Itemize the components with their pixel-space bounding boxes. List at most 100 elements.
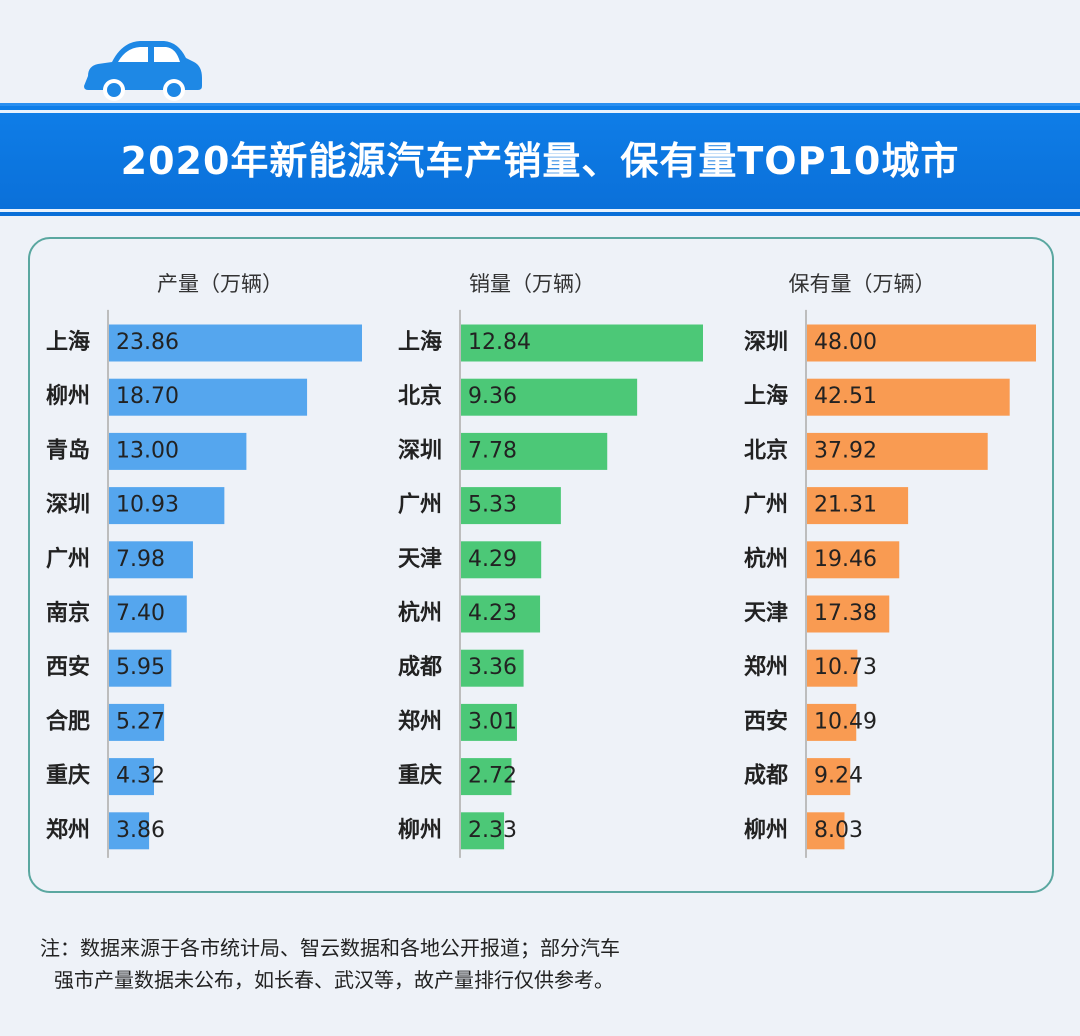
- production-bar: [108, 703, 165, 741]
- production-value-label: 7.40: [116, 601, 165, 626]
- ownership-bar: [806, 378, 1010, 416]
- sales-value-label: 2.33: [468, 818, 517, 843]
- ownership-value-label: 17.38: [814, 601, 877, 626]
- ownership-bar: [806, 758, 851, 796]
- production-value-label: 5.27: [116, 709, 165, 734]
- sales-value-label: 12.84: [468, 330, 531, 355]
- sales-category-label: 广州: [398, 492, 442, 518]
- sales-category-label: 重庆: [398, 763, 442, 789]
- ownership-category-label: 柳州: [744, 817, 788, 843]
- footnote-line-1: 注：数据来源于各市统计局、智云数据和各地公开报道；部分汽车: [40, 936, 620, 960]
- sales-bar: [460, 649, 524, 687]
- production-value-label: 7.98: [116, 547, 165, 572]
- sales-value-label: 2.72: [468, 764, 517, 789]
- production-bar: [108, 378, 308, 416]
- production-bar: [108, 812, 150, 850]
- page-title: 2020年新能源汽车产销量、保有量TOP10城市: [120, 139, 960, 183]
- production-category-label: 重庆: [46, 763, 90, 789]
- sales-category-label: 柳州: [398, 817, 442, 843]
- ownership-value-label: 21.31: [814, 493, 877, 518]
- sales-category-label: 上海: [398, 329, 442, 355]
- sales-value-label: 5.33: [468, 493, 517, 518]
- ownership-category-label: 郑州: [744, 655, 788, 680]
- ownership-category-label: 上海: [744, 383, 788, 409]
- sales-value-label: 3.01: [468, 709, 517, 734]
- sales-value-label: 7.78: [468, 438, 517, 463]
- sales-value-label: 9.36: [468, 384, 517, 409]
- production-category-label: 上海: [46, 329, 90, 355]
- ownership-bar: [806, 812, 845, 850]
- ownership-value-label: 10.49: [814, 709, 877, 734]
- ownership-value-label: 8.03: [814, 818, 863, 843]
- production-value-label: 4.32: [116, 764, 165, 789]
- sales-bar: [460, 541, 542, 579]
- sales-chart-title: 销量（万辆）: [469, 272, 595, 296]
- title-banner: 2020年新能源汽车产销量、保有量TOP10城市: [0, 103, 1080, 216]
- production-bar: [108, 758, 154, 796]
- production-value-label: 10.93: [116, 493, 179, 518]
- ownership-category-label: 北京: [744, 437, 788, 463]
- sales-bar: [460, 324, 703, 362]
- production-value-label: 5.95: [116, 655, 165, 680]
- sales-bar: [460, 432, 608, 470]
- sales-bar: [460, 595, 541, 633]
- ownership-bar: [806, 324, 1036, 362]
- production-chart-title: 产量（万辆）: [157, 272, 283, 296]
- ownership-value-label: 19.46: [814, 547, 877, 572]
- production-category-label: 西安: [46, 654, 90, 680]
- footnote-line-2: 强市产量数据未公布，如长春、武汉等，故产量排行仅供参考。: [54, 968, 614, 992]
- ownership-value-label: 10.73: [814, 655, 877, 680]
- production-bar: [108, 541, 193, 579]
- production-bar: [108, 324, 362, 362]
- production-category-label: 柳州: [46, 383, 90, 409]
- production-category-label: 郑州: [46, 818, 90, 843]
- sales-category-label: 天津: [398, 546, 442, 572]
- footnote: 注：数据来源于各市统计局、智云数据和各地公开报道；部分汽车 强市产量数据未公布，…: [40, 932, 1040, 996]
- production-category-label: 广州: [46, 546, 90, 572]
- sales-category-label: 郑州: [398, 709, 442, 734]
- production-value-label: 23.86: [116, 330, 179, 355]
- production-category-label: 合肥: [46, 708, 90, 734]
- ownership-value-label: 48.00: [814, 330, 877, 355]
- ownership-bar: [806, 649, 858, 687]
- ownership-chart-title: 保有量（万辆）: [789, 272, 936, 296]
- ownership-category-label: 杭州: [744, 546, 788, 572]
- ownership-bar: [806, 595, 890, 633]
- sales-bar: [460, 812, 505, 850]
- ownership-category-label: 深圳: [744, 330, 788, 355]
- production-category-label: 深圳: [46, 493, 90, 518]
- sales-bar: [460, 758, 512, 796]
- ownership-bar: [806, 541, 900, 579]
- ownership-value-label: 42.51: [814, 384, 877, 409]
- sales-category-label: 北京: [398, 383, 442, 409]
- ownership-bar: [806, 487, 909, 525]
- production-bar: [108, 595, 187, 633]
- ownership-bar: [806, 703, 857, 741]
- ownership-category-label: 成都: [744, 764, 788, 789]
- production-value-label: 13.00: [116, 438, 179, 463]
- sales-value-label: 4.29: [468, 547, 517, 572]
- sales-category-label: 成都: [398, 655, 442, 680]
- ownership-category-label: 天津: [744, 600, 788, 626]
- ownership-category-label: 西安: [744, 708, 788, 734]
- production-value-label: 18.70: [116, 384, 179, 409]
- ownership-bar: [806, 432, 988, 470]
- production-category-label: 南京: [46, 600, 90, 626]
- production-category-label: 青岛: [46, 437, 90, 463]
- car-icon: [84, 41, 202, 101]
- ownership-category-label: 广州: [744, 492, 788, 518]
- sales-bar: [460, 487, 561, 525]
- sales-bar: [460, 378, 638, 416]
- sales-value-label: 3.36: [468, 655, 517, 680]
- sales-bar: [460, 703, 517, 741]
- sales-category-label: 深圳: [398, 438, 442, 463]
- production-bar: [108, 487, 225, 525]
- ownership-value-label: 9.24: [814, 764, 863, 789]
- sales-category-label: 杭州: [398, 600, 442, 626]
- ownership-value-label: 37.92: [814, 438, 877, 463]
- sales-value-label: 4.23: [468, 601, 517, 626]
- production-bar: [108, 432, 247, 470]
- production-value-label: 3.86: [116, 818, 165, 843]
- production-bar: [108, 649, 172, 687]
